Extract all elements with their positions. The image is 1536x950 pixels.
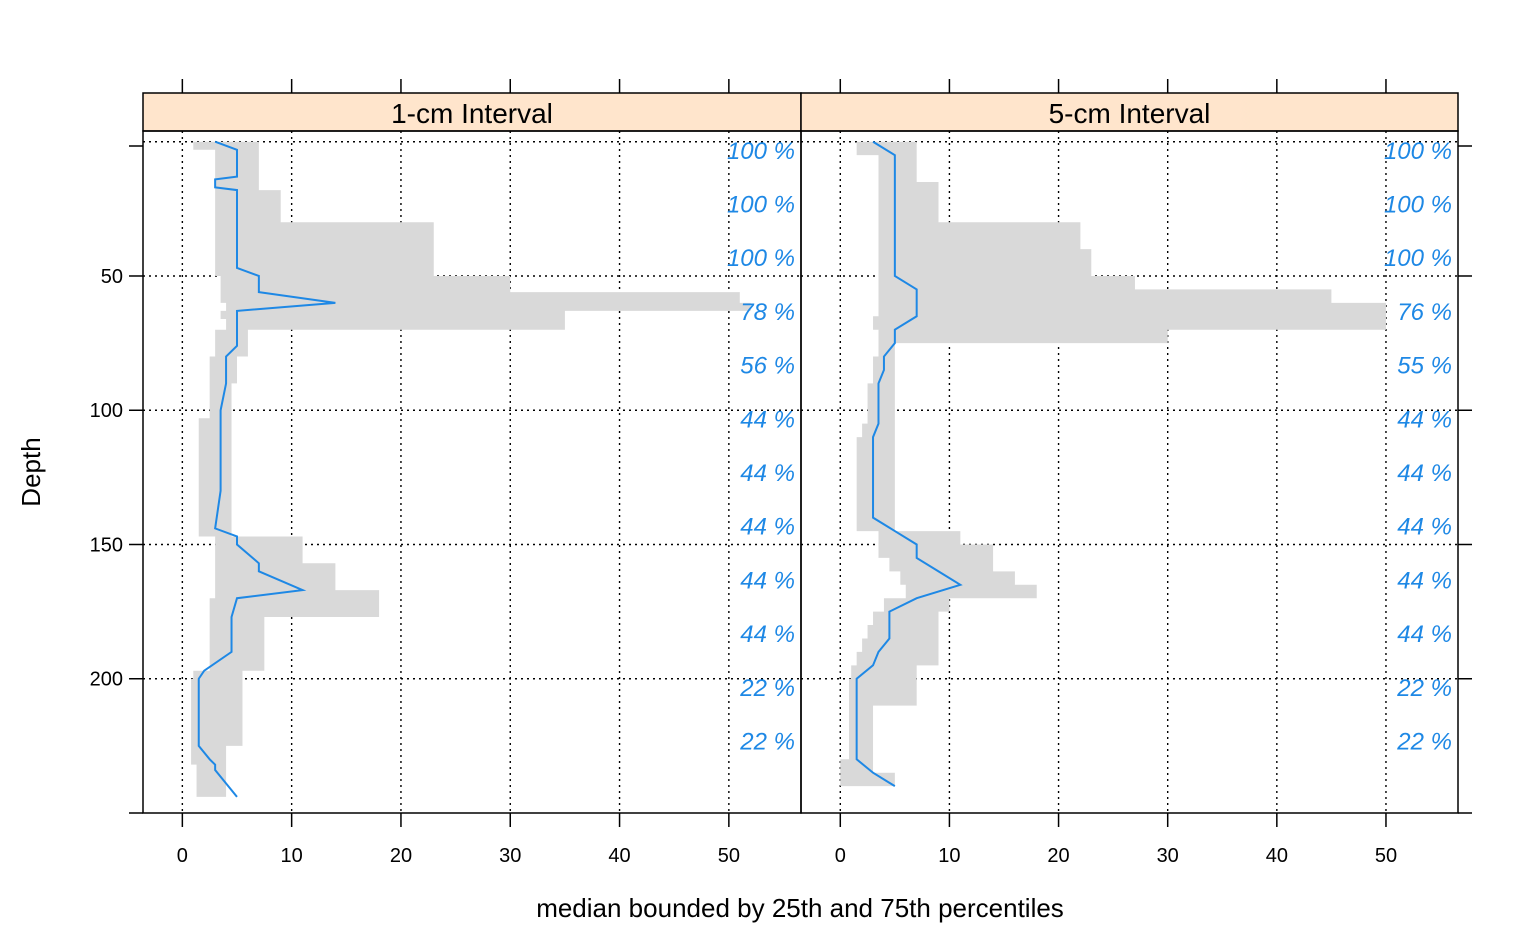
data-coverage-label: 44 %: [1397, 621, 1452, 648]
strip-label: 1-cm Interval: [391, 98, 553, 129]
x-tick-label: 40: [608, 845, 630, 867]
data-coverage-label: 44 %: [1397, 460, 1452, 487]
percentile-band: [840, 141, 1386, 787]
data-coverage-label: 22 %: [739, 675, 795, 702]
data-coverage-label: 100 %: [727, 138, 795, 165]
panel-2: 5-cm Interval 100 % 100 % 100 % 76 % 55 % 44 %…: [800, 79, 1459, 867]
data-coverage-label: 22 %: [1396, 729, 1452, 756]
data-coverage-label: 100 %: [727, 191, 795, 218]
data-coverage-label: 44 %: [740, 514, 795, 541]
panel-1: 1-cm Interval 100 % 100 % 100 % 78 % 56 % 44 %…: [142, 79, 802, 867]
x-tick-label: 50: [718, 845, 740, 867]
x-tick-label: 40: [1266, 845, 1288, 867]
y-tick-label: 150: [90, 534, 123, 556]
panel-content: [801, 131, 1458, 813]
data-coverage-label: 78 %: [740, 299, 795, 326]
panel-border: [800, 130, 1459, 814]
data-coverage-label: 22 %: [1396, 675, 1452, 702]
x-tick-label: 20: [1047, 845, 1069, 867]
y-tick-label: 200: [90, 669, 123, 691]
x-axis-title: median bounded by 25th and 75th percenti…: [536, 893, 1064, 923]
x-tick-label: 0: [835, 845, 846, 867]
data-coverage-label: 100 %: [1384, 191, 1452, 218]
y-tick-label: 100: [90, 400, 123, 422]
data-coverage-label: 22 %: [739, 729, 795, 756]
data-coverage-label: 44 %: [740, 460, 795, 487]
x-tick-label: 30: [1157, 845, 1179, 867]
data-coverage-label: 100 %: [727, 245, 795, 272]
data-coverage-label: 100 %: [1384, 138, 1452, 165]
panels-layer: 1-cm Interval 100 % 100 % 100 % 78 % 56 % 44 %…: [142, 79, 1459, 867]
y-axis-title: Depth: [16, 437, 46, 506]
x-tick-label: 10: [281, 845, 303, 867]
x-tick-label: 20: [390, 845, 412, 867]
median-line: [197, 140, 336, 798]
data-coverage-label: 44 %: [740, 567, 795, 594]
data-coverage-label: 44 %: [1397, 514, 1452, 541]
strip-label: 5-cm Interval: [1049, 98, 1211, 129]
data-coverage-label: 55 %: [1397, 353, 1452, 380]
x-tick-label: 10: [938, 845, 960, 867]
x-tick-label: 30: [499, 845, 521, 867]
panel-content: [143, 131, 801, 813]
median-line: [855, 140, 963, 788]
x-tick-label: 0: [177, 845, 188, 867]
y-tick-label: 50: [101, 266, 123, 288]
strip-box: [142, 92, 802, 132]
data-coverage-label: 44 %: [1397, 406, 1452, 433]
x-tick-label: 50: [1375, 845, 1397, 867]
percentile-band: [191, 141, 751, 797]
data-coverage-label: 56 %: [740, 353, 795, 380]
data-coverage-label: 100 %: [1384, 245, 1452, 272]
data-coverage-label: 44 %: [740, 621, 795, 648]
data-coverage-label: 76 %: [1397, 299, 1452, 326]
outer-axes: 50 100 150 200: [90, 145, 1472, 814]
data-coverage-label: 44 %: [740, 406, 795, 433]
data-coverage-label: 44 %: [1397, 567, 1452, 594]
